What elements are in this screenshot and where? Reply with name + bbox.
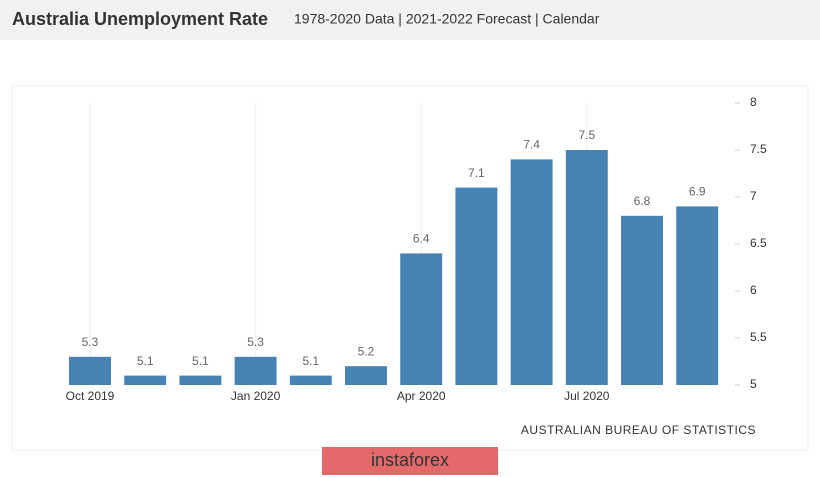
bar (345, 366, 387, 385)
data-label: 5.1 (137, 354, 154, 368)
data-label: 5.1 (192, 354, 209, 368)
header-bar (0, 0, 820, 40)
data-label: 5.3 (247, 335, 264, 349)
bar (455, 187, 498, 385)
y-tick-label: 6.5 (750, 236, 767, 250)
bar (179, 375, 222, 385)
bar (510, 159, 553, 385)
data-label: 5.2 (358, 344, 375, 358)
bar (565, 150, 608, 385)
y-tick-label: 6 (750, 283, 757, 297)
x-tick-label: Apr 2020 (397, 389, 446, 403)
source: AUSTRALIAN BUREAU OF STATISTICS (521, 423, 756, 437)
y-tick-label: 5.5 (750, 330, 767, 344)
chart-title: Australia Unemployment Rate (12, 9, 268, 29)
x-tick-label: Oct 2019 (66, 389, 115, 403)
watermark-box (322, 447, 498, 475)
bar (234, 356, 277, 385)
bar (124, 375, 167, 385)
x-tick-label: Jan 2020 (231, 389, 281, 403)
data-label: 5.3 (82, 335, 99, 349)
data-label: 7.1 (468, 166, 485, 180)
data-label: 7.4 (523, 138, 540, 152)
bar (676, 206, 719, 385)
y-tick-label: 8 (750, 95, 757, 109)
data-label: 6.9 (689, 185, 706, 199)
bar (69, 356, 111, 385)
y-tick-label: 5 (750, 377, 757, 391)
y-tick-label: 7 (750, 189, 757, 203)
data-label: 7.5 (578, 128, 595, 142)
bar (289, 375, 332, 385)
bar (621, 215, 663, 385)
x-tick-label: Jul 2020 (564, 389, 610, 403)
chart-subtitle: 1978-2020 Data | 2021-2022 Forecast | Ca… (294, 11, 600, 27)
watermark: instaforex (371, 450, 449, 470)
y-tick-label: 7.5 (750, 142, 767, 156)
data-label: 6.8 (634, 194, 651, 208)
data-label: 5.1 (302, 354, 319, 368)
data-label: 6.4 (413, 232, 430, 246)
bar (400, 253, 443, 385)
